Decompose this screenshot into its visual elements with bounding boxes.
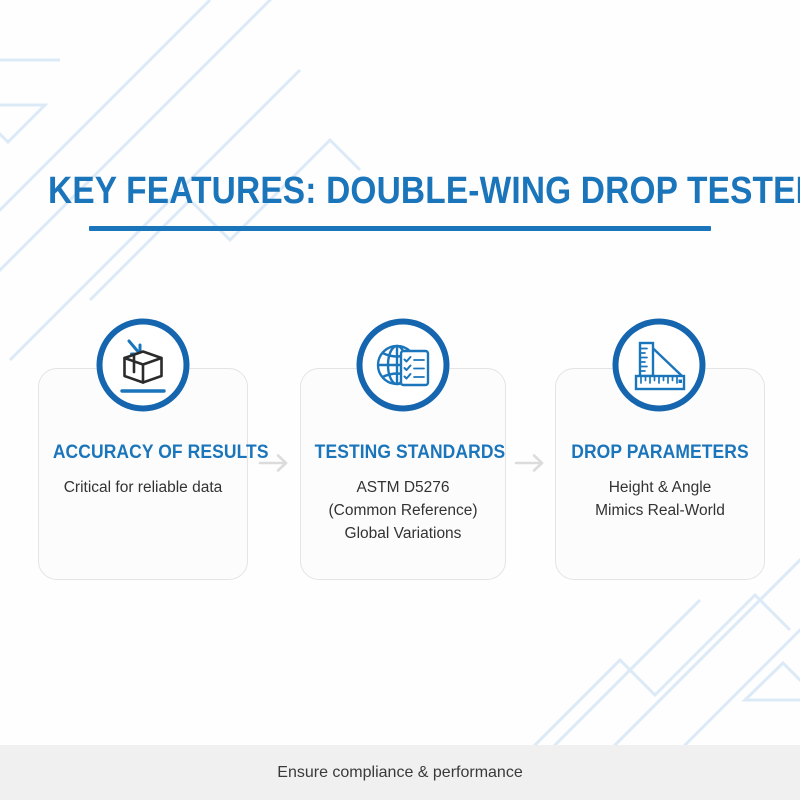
arrow-right-icon bbox=[258, 454, 288, 472]
card-line: ASTM D5276 bbox=[356, 479, 450, 496]
arrow-right-icon bbox=[514, 454, 544, 472]
falling-box-icon bbox=[96, 318, 190, 412]
card-description: ASTM D5276 (Common Reference) Global Var… bbox=[307, 476, 499, 545]
feature-icon-badge-standards bbox=[356, 318, 450, 412]
card-line: Global Variations bbox=[344, 525, 462, 542]
globe-checklist-icon bbox=[356, 318, 450, 412]
card-line: (Common Reference) bbox=[328, 502, 478, 519]
card-line: Height & Angle bbox=[608, 479, 712, 496]
card-body: DROP PARAMETERS Height & Angle Mimics Re… bbox=[556, 442, 764, 522]
card-line: Critical for reliable data bbox=[63, 479, 223, 496]
card-line: Mimics Real-World bbox=[595, 502, 725, 519]
card-description: Critical for reliable data bbox=[45, 476, 241, 499]
footer-band: Ensure compliance & performance bbox=[0, 745, 800, 800]
connector-arrow-2 bbox=[510, 450, 550, 476]
page-title-block: KEY FEATURES: DOUBLE-WING DROP TESTERS bbox=[0, 168, 800, 231]
card-description: Height & Angle Mimics Real-World bbox=[562, 476, 758, 522]
connector-arrow-1 bbox=[254, 450, 294, 476]
card-heading: TESTING STANDARDS bbox=[314, 442, 506, 463]
card-body: ACCURACY OF RESULTS Critical for reliabl… bbox=[39, 442, 269, 499]
card-body: TESTING STANDARDS ASTM D5276 (Common Ref… bbox=[301, 442, 506, 545]
feature-icon-badge-parameters bbox=[612, 318, 706, 412]
footer-text: Ensure compliance & performance bbox=[277, 763, 523, 781]
page-title: KEY FEATURES: DOUBLE-WING DROP TESTERS bbox=[48, 170, 800, 212]
card-heading: ACCURACY OF RESULTS bbox=[52, 442, 269, 463]
title-underline-rule bbox=[89, 226, 711, 231]
card-heading: DROP PARAMETERS bbox=[571, 442, 749, 463]
ruler-angle-icon bbox=[612, 318, 706, 412]
feature-icon-badge-accuracy bbox=[96, 318, 190, 412]
